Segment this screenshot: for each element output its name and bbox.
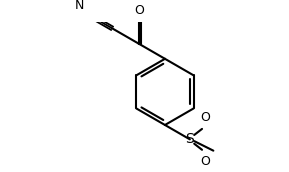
Text: O: O bbox=[134, 4, 144, 17]
Text: O: O bbox=[201, 155, 210, 168]
Text: N: N bbox=[75, 0, 85, 12]
Text: O: O bbox=[201, 111, 210, 124]
Text: S: S bbox=[186, 132, 194, 146]
